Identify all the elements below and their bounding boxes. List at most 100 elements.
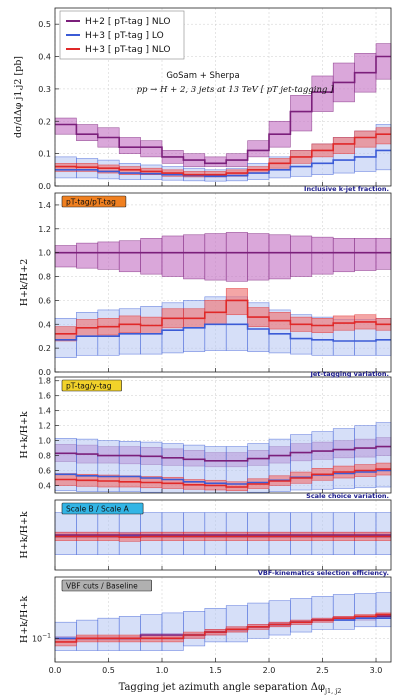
band-bin-1 xyxy=(332,428,355,489)
series-line-2 xyxy=(55,299,391,335)
band-bin-1 xyxy=(290,598,313,633)
band-bin-0 xyxy=(247,233,270,281)
y-axis-label: H+k/H+2 xyxy=(19,259,30,307)
band-bin-0 xyxy=(268,234,291,280)
band-bin-1 xyxy=(311,431,334,490)
y-tick-label: 10−1 xyxy=(32,632,51,643)
y-axis-label: dσ/dΔφ j1,j2 [pb] xyxy=(13,56,24,138)
band-bin-0 xyxy=(290,235,313,277)
x-tick-label: 0.5 xyxy=(102,666,115,675)
y-axis-label: H+k/H+k xyxy=(19,411,30,458)
band-bin-0 xyxy=(183,234,206,280)
band-bin-1 xyxy=(268,600,291,636)
legend-box xyxy=(59,10,185,60)
band-bin-0 xyxy=(97,241,120,270)
band-bin-1 xyxy=(375,592,392,628)
panel-note: Inclusive k-jet fraction. xyxy=(304,185,389,193)
band-bin-1 xyxy=(161,612,184,651)
band-bin-0 xyxy=(76,242,99,269)
band-bin-0 xyxy=(204,233,227,281)
y-tick-label: 0.0 xyxy=(38,182,51,191)
band-bin-1 xyxy=(332,594,355,630)
panel-0: 0.0 0.1 0.2 0.3 0.4 0.5 dσ/dΔφ j1,j2 [pb] xyxy=(13,7,392,191)
panel-1: 0.0 0.2 0.4 0.6 0.8 1.0 1.2 1.4 H+k/H+2 pT-tag/pT… xyxy=(19,192,392,377)
y-tick-label: 0.8 xyxy=(38,452,51,461)
band-bin-0 xyxy=(54,117,77,135)
band-bin-2 xyxy=(354,130,377,148)
y-axis-label: H+k/H+k xyxy=(19,511,30,558)
band-bin-0 xyxy=(375,238,392,270)
y-tick-label: 0.1 xyxy=(38,150,51,159)
band-bin-0 xyxy=(332,238,355,273)
band-bin-1 xyxy=(311,596,334,630)
band-bin-0 xyxy=(161,235,184,277)
y-tick-label: 1.4 xyxy=(38,201,51,210)
panel-frame xyxy=(54,192,392,373)
band-bin-1 xyxy=(204,608,227,643)
legend-label-h3-nlo: H+3 [ pT-tag ] NLO xyxy=(85,45,170,55)
band-bin-1 xyxy=(354,425,377,489)
y-tick-label: 1.0 xyxy=(38,249,51,258)
panel-note: VBF-kinematics selection efficiency. xyxy=(258,569,389,577)
series-line-2 xyxy=(55,535,391,538)
band-bin-1 xyxy=(354,593,377,628)
y-tick-label: 1.6 xyxy=(38,392,51,401)
panel-2: 0.4 0.6 0.8 1.0 1.2 1.4 1.6 1.8 H+k/H+k pT-tag/y-… xyxy=(19,376,392,494)
panel-note: Jet-tagging variation. xyxy=(309,370,389,378)
y-axis-label: H+k/H+k xyxy=(19,596,30,643)
y-tick-label: 0.8 xyxy=(38,273,51,282)
panel-frame xyxy=(54,576,392,663)
series-line-1 xyxy=(55,323,391,342)
panel-tag-label: Scale B / Scale A xyxy=(66,505,130,514)
series-line-2 xyxy=(55,468,391,488)
x-tick-label: 2.5 xyxy=(316,666,329,675)
band-bin-1 xyxy=(97,617,120,651)
x-tick-label: 2.0 xyxy=(263,666,276,675)
series-line-1 xyxy=(55,149,391,178)
band-bin-0 xyxy=(225,232,248,282)
annotation-process: pp → H + 2, 3 jets at 13 TeV [ pT jet-ta… xyxy=(137,85,334,95)
band-bin-0 xyxy=(118,240,141,273)
y-tick-label: 0.6 xyxy=(38,296,51,305)
series-line-2 xyxy=(55,613,391,643)
y-tick-label: 0.4 xyxy=(38,482,51,491)
band-bin-0 xyxy=(204,156,227,167)
band-bin-0 xyxy=(140,140,163,158)
band-bin-1 xyxy=(54,621,77,651)
y-tick-label: 0.4 xyxy=(38,320,51,329)
band-bin-1 xyxy=(225,605,248,643)
series-line-0 xyxy=(55,55,391,165)
panel-4: 10−1 0.0 0.5 1.0 1.5 2.0 2.5 3.0 H+k/H+k VBF cuts… xyxy=(19,576,392,675)
x-tick-label: 1.0 xyxy=(156,666,169,675)
panel-3: H+k/H+k Scale B / Scale A xyxy=(19,499,392,571)
band-bin-1 xyxy=(140,614,163,651)
band-bin-0 xyxy=(54,245,77,268)
panel-tag-box xyxy=(61,195,127,208)
panel-frame xyxy=(54,7,392,187)
band-bin-0 xyxy=(311,236,334,275)
band-bin-0 xyxy=(290,95,313,132)
band-bin-2 xyxy=(375,127,392,145)
legend: H+2 [ pT-tag ] NLO H+3 [ pT-tag ] LO H+3… xyxy=(59,10,185,60)
y-tick-label: 1.4 xyxy=(38,407,51,416)
panel-tag-box xyxy=(61,379,122,392)
band-bin-0 xyxy=(247,140,270,158)
series-line-0 xyxy=(55,445,391,462)
band-bin-2 xyxy=(225,288,248,316)
y-tick-label: 0.0 xyxy=(38,368,51,377)
y-tick-label: 0.3 xyxy=(38,85,51,94)
x-tick-label: 3.0 xyxy=(370,666,383,675)
panel-tag-label: VBF cuts / Baseline xyxy=(66,582,138,591)
y-tick-label: 1.2 xyxy=(38,422,51,431)
band-bin-1 xyxy=(118,616,141,651)
y-tick-label: 0.4 xyxy=(38,53,51,62)
band-bin-0 xyxy=(354,238,377,271)
y-tick-label: 0.2 xyxy=(38,344,51,353)
x-axis-label: Tagging jet azimuth angle separation Δφj… xyxy=(119,682,342,695)
legend-label-h3-lo: H+3 [ pT-tag ] LO xyxy=(85,31,164,41)
panel-tag-box xyxy=(61,502,144,515)
panel-tag-label: pT-tag/pT-tag xyxy=(66,198,116,207)
y-tick-label: 0.5 xyxy=(38,20,51,29)
panel-tag-box xyxy=(61,579,152,592)
